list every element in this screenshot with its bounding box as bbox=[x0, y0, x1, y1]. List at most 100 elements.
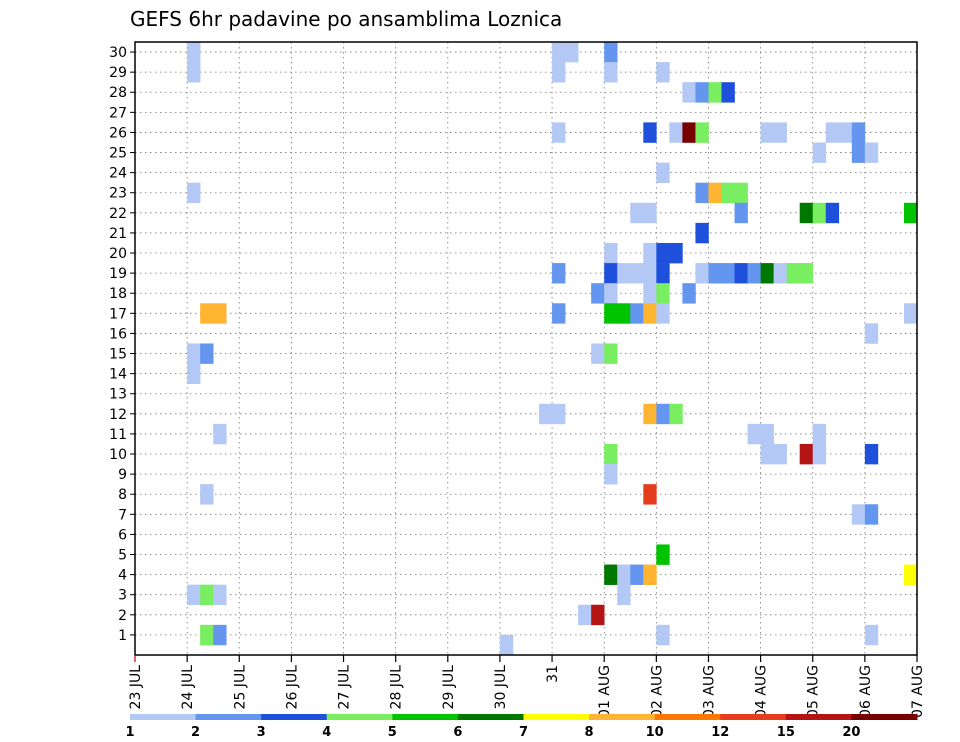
heatmap-cell bbox=[617, 584, 631, 606]
heatmap-cell bbox=[799, 263, 814, 284]
heatmap-cell bbox=[187, 62, 201, 83]
heatmap-cell bbox=[604, 343, 618, 364]
heatmap-cell bbox=[747, 423, 761, 445]
heatmap-cell bbox=[187, 343, 201, 364]
colorbar: 1 2 3 4 5 6 7 8 10 12 15 20 bbox=[125, 714, 918, 740]
heatmap-cell bbox=[539, 403, 553, 425]
y-tick-label: 15 bbox=[109, 347, 127, 363]
heatmap-cell bbox=[591, 343, 605, 364]
x-tick-label: 27 JUL bbox=[337, 665, 353, 710]
heatmap-cell bbox=[864, 142, 879, 163]
heatmap-cell bbox=[604, 564, 618, 585]
heatmap-cell bbox=[773, 122, 787, 143]
colorbar-label: 3 bbox=[257, 725, 266, 740]
heatmap-cell bbox=[695, 122, 709, 143]
colorbar-label: 20 bbox=[842, 725, 860, 740]
heatmap-cell bbox=[552, 62, 566, 83]
heatmap-cell bbox=[708, 263, 722, 284]
heatmap-cell bbox=[604, 443, 618, 465]
heatmap-cell bbox=[812, 423, 827, 445]
y-tick-label: 28 bbox=[109, 85, 127, 101]
heatmap-cell bbox=[552, 263, 566, 284]
heatmap-cell bbox=[213, 303, 227, 324]
x-tick-label: 06 AUG bbox=[858, 665, 874, 718]
colorbar-label: 15 bbox=[777, 725, 795, 740]
x-tick-label: 05 AUG bbox=[806, 665, 822, 718]
heatmap-cell bbox=[864, 504, 879, 525]
y-tick-label: 29 bbox=[109, 65, 127, 81]
heatmap-cell bbox=[656, 544, 670, 565]
y-axis-ticks: 1234567891011121314151617181920212223242… bbox=[109, 45, 135, 644]
heatmap-cell bbox=[773, 443, 787, 465]
heatmap-cell bbox=[695, 263, 709, 284]
colorbar-label: 4 bbox=[322, 725, 331, 740]
plot-frame bbox=[134, 41, 918, 656]
heatmap-cell bbox=[591, 604, 605, 626]
x-tick-label: 23 JUL bbox=[128, 665, 144, 710]
heatmap-cell bbox=[643, 484, 657, 505]
y-tick-label: 11 bbox=[109, 427, 127, 443]
heatmap-cell bbox=[552, 42, 566, 63]
x-tick-label: 01 AUG bbox=[597, 665, 613, 718]
heatmap-cell bbox=[656, 242, 670, 264]
y-tick-label: 17 bbox=[109, 306, 127, 322]
x-tick-label: 03 AUG bbox=[701, 665, 717, 718]
heatmap-cell bbox=[656, 403, 670, 425]
heatmap-cell bbox=[643, 202, 657, 224]
colorbar-swatch bbox=[851, 714, 918, 720]
heatmap-cell bbox=[695, 222, 709, 244]
heatmap-cell bbox=[630, 202, 644, 224]
colorbar-swatch bbox=[261, 714, 328, 720]
x-tick-label: 28 JUL bbox=[389, 665, 405, 710]
heatmap-cell bbox=[695, 182, 709, 204]
heatmap-cell bbox=[187, 584, 201, 606]
heatmap-cell bbox=[591, 283, 605, 304]
x-tick-label: 31 bbox=[545, 665, 561, 683]
heatmap-cell bbox=[187, 363, 201, 384]
heatmap-cell bbox=[643, 263, 657, 284]
heatmap-cell bbox=[786, 263, 800, 284]
colorbar-label: 10 bbox=[646, 725, 664, 740]
heatmap-cell bbox=[656, 162, 670, 183]
x-tick-label: 02 AUG bbox=[649, 665, 665, 718]
heatmap-cell bbox=[734, 263, 748, 284]
heatmap-cell bbox=[799, 443, 814, 465]
heatmap-cell bbox=[656, 303, 670, 324]
heatmap-cell bbox=[864, 624, 879, 646]
heatmap-cell bbox=[552, 403, 566, 425]
y-tick-label: 30 bbox=[109, 45, 127, 61]
heatmap-cell bbox=[669, 122, 683, 143]
y-tick-label: 13 bbox=[109, 387, 127, 403]
y-tick-label: 8 bbox=[118, 487, 127, 503]
heatmap-cell bbox=[617, 564, 631, 585]
heatmap-cell bbox=[903, 303, 918, 324]
heatmap-cell bbox=[656, 283, 670, 304]
colorbar-swatch bbox=[523, 714, 590, 720]
heatmap-cell bbox=[812, 202, 827, 224]
heatmap-cell bbox=[760, 263, 774, 284]
y-tick-label: 27 bbox=[109, 105, 127, 121]
colorbar-swatch bbox=[326, 714, 393, 720]
heatmap-cell bbox=[760, 443, 774, 465]
x-tick-label: 04 AUG bbox=[754, 665, 770, 718]
heatmap-cell bbox=[604, 42, 618, 63]
heatmap-cell bbox=[812, 443, 827, 465]
heatmap-cell bbox=[760, 423, 774, 445]
x-tick-label: 29 JUL bbox=[441, 665, 457, 710]
y-tick-label: 14 bbox=[109, 367, 127, 383]
heatmap-cell bbox=[864, 443, 879, 465]
heatmap-cell bbox=[630, 263, 644, 284]
heatmap-cell bbox=[604, 283, 618, 304]
heatmap-cell bbox=[721, 263, 735, 284]
x-tick-label: 07 AUG bbox=[910, 665, 926, 718]
heatmap-cell bbox=[695, 82, 709, 103]
heatmap-cell bbox=[200, 303, 214, 324]
colorbar-label: 7 bbox=[519, 725, 528, 740]
heatmap-cell bbox=[773, 263, 787, 284]
x-tick-label: 26 JUL bbox=[284, 665, 300, 710]
heatmap-cell bbox=[630, 303, 644, 324]
x-tick-label: 24 JUL bbox=[180, 665, 196, 710]
y-tick-label: 21 bbox=[109, 226, 127, 242]
heatmap-cell bbox=[213, 423, 227, 445]
y-tick-label: 22 bbox=[109, 206, 127, 222]
